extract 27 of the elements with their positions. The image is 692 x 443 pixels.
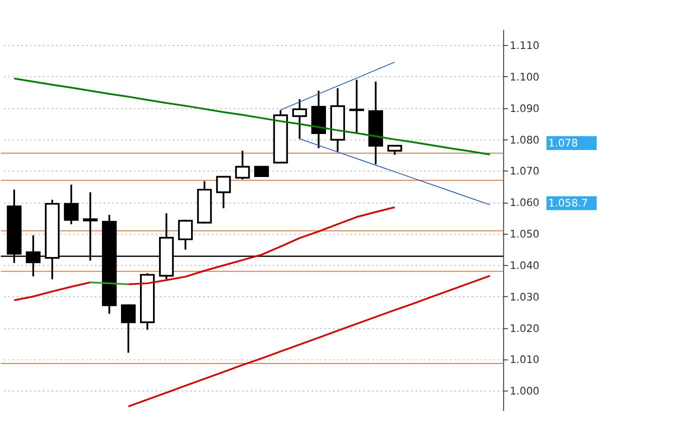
y-tick-label: 1.000: [510, 386, 540, 398]
candlestick: [387, 144, 402, 156]
text: 1.078: [548, 137, 578, 150]
candlestick: [292, 98, 307, 140]
y-tick-label: 1.040: [510, 260, 540, 272]
candlestick: [349, 78, 364, 134]
candlestick: [216, 176, 231, 210]
candlestick: [64, 184, 79, 226]
candlestick: [120, 303, 136, 354]
y-tick-label: 1.030: [510, 291, 540, 304]
y-tick-label: 1.010: [510, 354, 540, 366]
candlestick: [254, 166, 269, 178]
y-tick-label: 1.080: [510, 134, 540, 146]
line-series: [299, 138, 490, 206]
candlestick: [235, 150, 250, 180]
y-tick-label: 1.020: [510, 322, 540, 335]
y-tick-label: 1.090: [510, 102, 540, 115]
y-tick-label: 1.060: [510, 197, 540, 210]
text: 1.058.7: [548, 198, 588, 210]
y-tick-label: 1.100: [510, 71, 540, 84]
line-series: [13, 78, 491, 156]
line-series: [280, 62, 396, 110]
y-tick-label: 1.110: [510, 40, 540, 52]
y-tick-label: 1.070: [510, 166, 540, 178]
candlestick: [178, 218, 193, 251]
line-series: [127, 274, 491, 408]
y-tick-label: 1.050: [510, 228, 540, 241]
